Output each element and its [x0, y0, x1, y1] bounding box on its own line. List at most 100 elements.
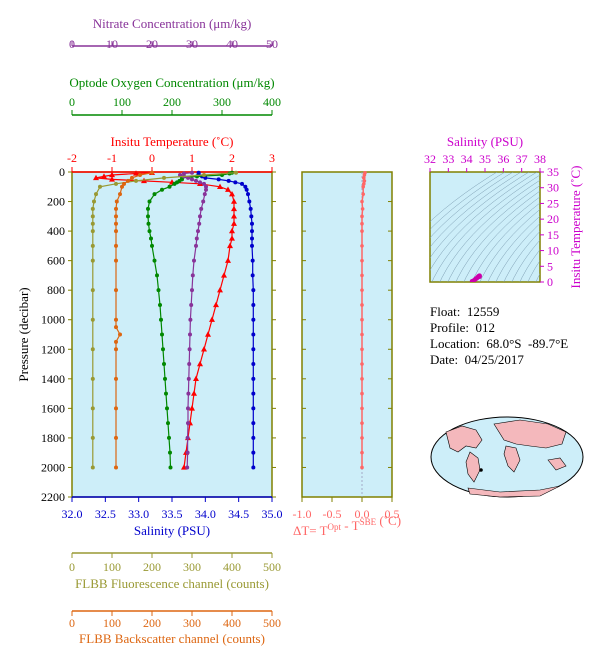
oxygen-point — [159, 317, 163, 322]
delta-t-point — [360, 273, 364, 278]
salinity-point — [250, 221, 254, 226]
delta-t-point — [362, 173, 367, 177]
oxygen-point — [147, 199, 152, 204]
salinity-point — [251, 302, 256, 307]
fluorescence-point — [202, 172, 206, 177]
ts-density-contour — [455, 190, 540, 282]
temperature-point — [93, 174, 99, 181]
delta-t-point — [361, 184, 366, 189]
backscatter-tick-label: 400 — [223, 616, 241, 630]
world-map-landmass — [445, 425, 483, 453]
salinity-point — [226, 178, 231, 183]
oxygen-tick-label: 200 — [163, 95, 181, 109]
temperature-point — [231, 213, 237, 219]
nitrate-tick-label: 30 — [186, 37, 198, 51]
delta-t-point — [361, 192, 366, 196]
backscatter-point — [114, 258, 118, 263]
nitrate-point — [189, 302, 194, 307]
fluorescence-point — [134, 178, 138, 183]
salinity-point — [251, 347, 256, 352]
delta-t-label-part: (˚C) — [376, 513, 401, 528]
backscatter-point — [114, 229, 118, 234]
pressure-tick-label: 2200 — [41, 490, 65, 504]
temperature-point — [189, 405, 195, 411]
fluorescence-point — [90, 229, 95, 234]
salinity-tick-label: 33.5 — [162, 507, 183, 521]
ts-temperature-tick-label: 35 — [547, 165, 559, 179]
nitrate-point — [194, 178, 198, 183]
delta-t-point — [360, 207, 365, 211]
salinity-point — [216, 177, 221, 182]
pressure-tick-label: 200 — [47, 195, 65, 209]
backscatter-point — [118, 332, 122, 337]
salinity-point — [251, 317, 256, 322]
fluorescence-tick-label: 0 — [69, 560, 75, 574]
salinity-point — [244, 187, 249, 192]
salinity-point — [251, 362, 256, 367]
backscatter-point — [120, 184, 124, 189]
delta-t-tick-label: 0.5 — [385, 507, 400, 521]
delta-t-point — [360, 391, 364, 396]
backscatter-point — [114, 347, 118, 352]
nitrate-point — [196, 229, 200, 234]
temperature-tick-label: 1 — [189, 151, 195, 165]
temperature-point — [213, 301, 219, 308]
pressure-axis-title: Pressure (decibar) — [16, 287, 31, 381]
delta-t-point — [360, 303, 364, 307]
fluorescence-tick-label: 200 — [143, 560, 161, 574]
nitrate-point — [182, 171, 186, 176]
ts-density-contour — [503, 231, 540, 282]
fluorescence-point — [94, 192, 98, 197]
nitrate-point — [194, 243, 198, 248]
nitrate-point — [201, 199, 206, 204]
backscatter-point — [114, 317, 118, 322]
oxygen-point — [152, 192, 157, 197]
backscatter-point — [114, 288, 118, 293]
temperature-point — [197, 360, 203, 367]
delta-t-point — [360, 229, 364, 233]
delta-t-plot-area — [301, 171, 393, 498]
salinity-point — [250, 273, 255, 278]
ts-plot-area — [429, 171, 541, 283]
backscatter-point — [114, 199, 119, 204]
fluorescence-point — [90, 221, 95, 226]
nitrate-point — [190, 273, 195, 278]
oxygen-point — [165, 406, 169, 411]
ts-salinity-tick-label: 35 — [479, 152, 491, 166]
world-map-landmass — [465, 451, 481, 483]
oxygen-point — [147, 229, 152, 234]
ts-density-contour — [447, 185, 540, 282]
oxygen-point — [146, 214, 150, 219]
delta-t-point — [360, 362, 364, 366]
temperature-point — [193, 375, 199, 382]
oxygen-tick-label: 0 — [69, 95, 75, 109]
delta-t-point — [362, 176, 366, 180]
backscatter-point — [114, 339, 118, 344]
nitrate-point — [185, 450, 190, 455]
delta-t-point — [362, 179, 367, 183]
ts-density-contour — [430, 172, 506, 230]
nitrate-point — [187, 362, 192, 367]
ts-point — [477, 274, 482, 280]
backscatter-point — [114, 435, 118, 440]
pressure-tick-label: 600 — [47, 254, 65, 268]
salinity-point — [249, 214, 254, 219]
oxygen-point — [162, 362, 166, 367]
ts-density-contour — [519, 249, 540, 282]
fluorescence-point — [90, 317, 95, 322]
profile-number-text: Profile: 012 — [430, 320, 495, 335]
ts-temperature-tick-label: 20 — [547, 212, 559, 226]
oxygen-point — [150, 243, 154, 248]
delta-t-point — [362, 182, 366, 186]
temperature-point — [205, 331, 211, 337]
backscatter-point — [126, 178, 130, 183]
pressure-tick-label: 0 — [59, 165, 65, 179]
nitrate-point — [202, 192, 207, 197]
delta-t-point — [360, 199, 364, 204]
location-text: Location: 68.0°S -89.7°E — [430, 336, 569, 351]
salinity-axis-title: Salinity (PSU) — [134, 523, 210, 538]
salinity-point — [251, 421, 256, 426]
ts-density-contour — [558, 152, 608, 286]
main-plot-area — [71, 171, 273, 498]
fluorescence-point — [114, 181, 118, 186]
